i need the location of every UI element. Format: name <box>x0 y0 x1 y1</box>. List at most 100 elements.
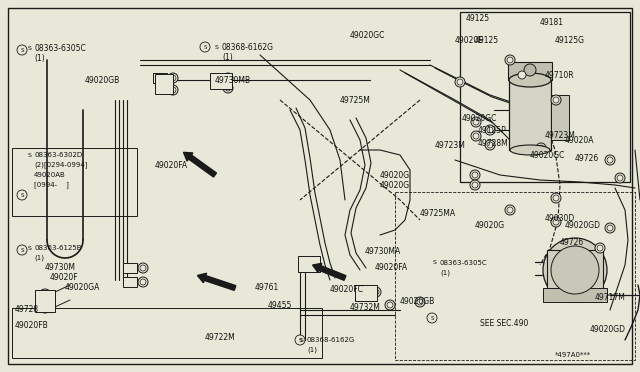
Text: 49020G: 49020G <box>380 170 410 180</box>
Text: S: S <box>20 247 24 253</box>
Text: *497A0***: *497A0*** <box>555 352 591 358</box>
Text: 49726: 49726 <box>560 237 584 247</box>
Circle shape <box>17 45 27 55</box>
Bar <box>153 73 167 83</box>
Bar <box>508 62 552 80</box>
Text: S: S <box>430 315 434 321</box>
Circle shape <box>487 127 493 133</box>
Text: 49020GC: 49020GC <box>350 31 385 39</box>
Circle shape <box>170 87 176 93</box>
Circle shape <box>223 73 233 83</box>
Circle shape <box>551 95 561 105</box>
Text: 49020AB: 49020AB <box>34 172 66 178</box>
Text: 49020G: 49020G <box>380 180 410 189</box>
Text: 49020E: 49020E <box>455 35 484 45</box>
Circle shape <box>485 125 495 135</box>
Ellipse shape <box>509 73 551 87</box>
Bar <box>509 80 551 150</box>
Circle shape <box>138 277 148 287</box>
Bar <box>123 277 137 287</box>
Text: 49730M: 49730M <box>45 263 76 273</box>
Circle shape <box>415 297 425 307</box>
Text: 49725MA: 49725MA <box>420 208 456 218</box>
Circle shape <box>200 42 210 52</box>
Circle shape <box>225 75 231 81</box>
Circle shape <box>472 182 478 188</box>
Circle shape <box>225 85 231 91</box>
Circle shape <box>518 71 526 79</box>
Text: S: S <box>20 192 24 198</box>
Circle shape <box>455 77 465 87</box>
Text: 49125: 49125 <box>466 13 490 22</box>
Circle shape <box>168 85 178 95</box>
Circle shape <box>553 97 559 103</box>
Ellipse shape <box>510 145 550 155</box>
Circle shape <box>473 133 479 139</box>
Circle shape <box>507 57 513 63</box>
Circle shape <box>170 75 176 81</box>
Text: 49181: 49181 <box>540 17 564 26</box>
Circle shape <box>551 246 599 294</box>
Circle shape <box>524 64 536 76</box>
Text: 49455: 49455 <box>268 301 292 310</box>
Text: S: S <box>300 337 304 343</box>
Circle shape <box>387 302 393 308</box>
Circle shape <box>138 263 148 273</box>
Text: 49020GA: 49020GA <box>65 283 100 292</box>
Text: 49726: 49726 <box>575 154 599 163</box>
Circle shape <box>507 207 513 213</box>
Text: 49030D: 49030D <box>545 214 575 222</box>
Circle shape <box>39 301 51 313</box>
Circle shape <box>140 265 146 271</box>
Circle shape <box>543 238 607 302</box>
FancyArrow shape <box>184 152 216 177</box>
Bar <box>460 12 630 182</box>
Circle shape <box>553 195 559 201</box>
FancyArrow shape <box>312 263 346 280</box>
Circle shape <box>470 170 480 180</box>
Bar <box>551 95 569 140</box>
Text: S: S <box>204 45 207 49</box>
Text: S: S <box>215 45 219 49</box>
Circle shape <box>605 223 615 233</box>
Circle shape <box>536 143 546 153</box>
Text: 08363-6305C: 08363-6305C <box>440 260 488 266</box>
Text: (1): (1) <box>440 270 450 276</box>
Text: 49020A: 49020A <box>565 135 595 144</box>
Circle shape <box>615 173 625 183</box>
Circle shape <box>17 245 27 255</box>
Text: 49730MB: 49730MB <box>215 76 251 84</box>
Circle shape <box>385 300 395 310</box>
Circle shape <box>607 157 613 163</box>
Bar <box>298 256 320 272</box>
Text: (1): (1) <box>307 347 317 353</box>
Text: 49125P: 49125P <box>478 125 507 135</box>
Circle shape <box>551 217 561 227</box>
Text: 49020GC: 49020GC <box>462 113 497 122</box>
Text: 49723M: 49723M <box>435 141 466 150</box>
Text: 49125G: 49125G <box>555 35 585 45</box>
Circle shape <box>39 289 51 301</box>
Circle shape <box>373 289 379 295</box>
Circle shape <box>607 225 613 231</box>
Circle shape <box>551 193 561 203</box>
Circle shape <box>473 119 479 125</box>
Text: 49020GD: 49020GD <box>565 221 601 230</box>
Text: 49020G: 49020G <box>475 221 505 230</box>
Text: 49717M: 49717M <box>595 292 626 301</box>
Circle shape <box>305 261 311 267</box>
Circle shape <box>140 279 146 285</box>
Text: 08368-6162G: 08368-6162G <box>222 42 274 51</box>
Text: 49125: 49125 <box>475 35 499 45</box>
Text: 08363-6125B: 08363-6125B <box>34 245 81 251</box>
Text: 49728M: 49728M <box>478 138 509 148</box>
Circle shape <box>485 140 495 150</box>
Text: 49722M: 49722M <box>205 334 236 343</box>
Text: 49725M: 49725M <box>340 96 371 105</box>
Text: S: S <box>433 260 437 266</box>
Bar <box>210 73 232 89</box>
Text: 49761: 49761 <box>255 283 279 292</box>
Circle shape <box>505 55 515 65</box>
Text: (1): (1) <box>222 52 233 61</box>
Circle shape <box>17 190 27 200</box>
